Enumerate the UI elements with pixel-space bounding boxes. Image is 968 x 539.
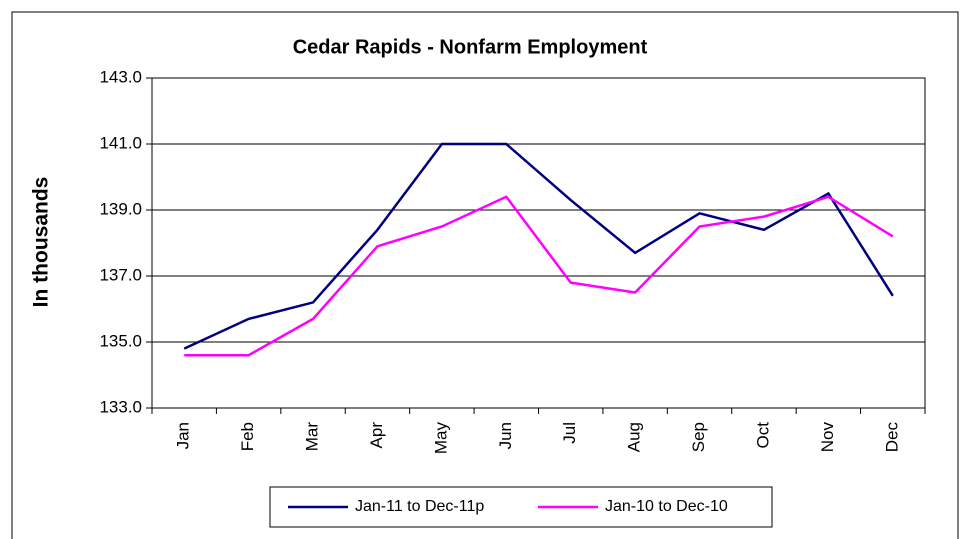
x-tick-label: Feb: [238, 422, 257, 451]
x-tick-label: Jun: [496, 422, 515, 449]
y-tick-label: 141.0: [99, 133, 142, 152]
legend-label: Jan-10 to Dec-10: [605, 498, 728, 515]
y-axis-title: In thousands: [30, 177, 53, 308]
series-line: [183, 142, 894, 350]
y-tick-label: 143.0: [99, 67, 142, 86]
legend-box: [269, 486, 773, 528]
x-tick-label: Sep: [689, 422, 708, 452]
chart-title: Cedar Rapids - Nonfarm Employment: [293, 36, 648, 58]
x-tick-label: Dec: [882, 422, 901, 453]
x-tick-label: Mar: [303, 422, 322, 452]
legend-label: Jan-11 to Dec-11p: [355, 498, 484, 515]
x-tick-label: Jul: [560, 422, 579, 444]
x-tick-label: Oct: [753, 422, 772, 449]
x-tick-label: Nov: [818, 422, 837, 453]
x-tick-label: Aug: [625, 422, 644, 452]
x-tick-label: Apr: [367, 422, 386, 449]
x-tick-label: Jan: [174, 422, 193, 449]
x-tick-label: May: [431, 422, 450, 455]
y-tick-label: 135.0: [99, 331, 142, 350]
series-line: [184, 195, 894, 357]
y-tick-label: 139.0: [99, 199, 142, 218]
y-tick-label: 137.0: [99, 265, 142, 284]
y-tick-label: 133.0: [99, 397, 142, 416]
